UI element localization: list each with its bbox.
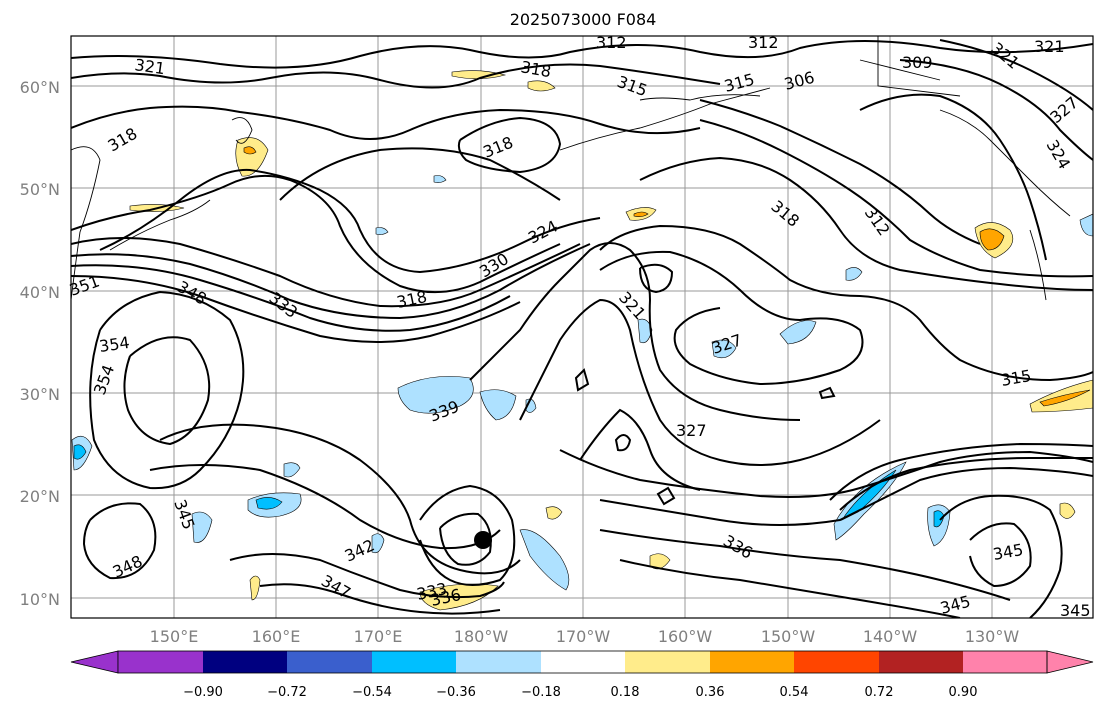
contour-label: 321 [133, 55, 166, 78]
contour-label: 312 [596, 33, 627, 52]
shaded-patches [71, 70, 1093, 611]
coastlines [71, 36, 1071, 301]
colorbar-tick: −0.36 [436, 685, 476, 700]
lon-label: 170°W [556, 627, 611, 646]
latitude-labels: 60°N 50°N 40°N 30°N 20°N 10°N [20, 78, 60, 609]
lon-label: 130°W [965, 627, 1020, 646]
lon-label: 160°W [658, 627, 713, 646]
plot-title: 2025073000 F084 [510, 10, 657, 29]
lon-label: 170°E [354, 627, 403, 646]
colorbar-swatch [625, 651, 710, 673]
lon-label: 150°E [150, 627, 199, 646]
colorbar-tick: −0.54 [352, 685, 392, 700]
colorbar-tick: 0.18 [611, 685, 640, 700]
colorbar-swatch [879, 651, 963, 673]
colorbar-swatch [456, 651, 541, 673]
colorbar-swatch [203, 651, 287, 673]
lat-label: 50°N [20, 180, 60, 199]
lat-label: 40°N [20, 283, 60, 302]
colorbar-swatch [118, 651, 203, 673]
colorbar-swatch [287, 651, 372, 673]
colorbar-swatch [541, 651, 625, 673]
lon-label: 150°W [761, 627, 816, 646]
map-frame [70, 35, 1094, 619]
colorbar-swatch [710, 651, 794, 673]
contour-label: 354 [98, 333, 131, 356]
contour-lines [71, 39, 1093, 618]
colorbar-swatch [794, 651, 879, 673]
colorbar-tick: −0.90 [183, 685, 223, 700]
colorbar-min-extension [70, 650, 119, 674]
colorbar-tick: 0.90 [949, 685, 978, 700]
colorbar-swatch [372, 651, 456, 673]
storm-center-marker [474, 531, 492, 549]
longitude-labels: 150°E 160°E 170°E 180°W 170°W 160°W 150°… [150, 627, 1020, 646]
colorbar-tick: 0.54 [780, 685, 809, 700]
lon-label: 180°W [454, 627, 509, 646]
map-panel: 321 312 312 321 315 309 321 306 315 318 … [67, 33, 1094, 620]
colorbar: −0.90 −0.72 −0.54 −0.36 −0.18 0.18 0.36 … [70, 650, 1094, 700]
colorbar-swatch [963, 651, 1047, 673]
gridlines [71, 36, 1093, 618]
colorbar-tick: −0.72 [267, 685, 307, 700]
lat-label: 20°N [20, 487, 60, 506]
contour-label: 312 [748, 33, 779, 52]
contour-label: 321 [1034, 37, 1065, 56]
lat-label: 60°N [20, 78, 60, 97]
lat-label: 30°N [20, 385, 60, 404]
colorbar-tick: 0.36 [696, 685, 725, 700]
colorbar-tick: 0.72 [865, 685, 894, 700]
contour-label: 345 [1060, 601, 1091, 620]
lat-label: 10°N [20, 590, 60, 609]
colorbar-tick: −0.18 [521, 685, 561, 700]
contour-label: 309 [902, 53, 933, 72]
colorbar-max-extension [1046, 650, 1094, 674]
contour-label: 327 [676, 421, 707, 440]
lon-label: 140°W [863, 627, 918, 646]
lon-label: 160°E [252, 627, 301, 646]
